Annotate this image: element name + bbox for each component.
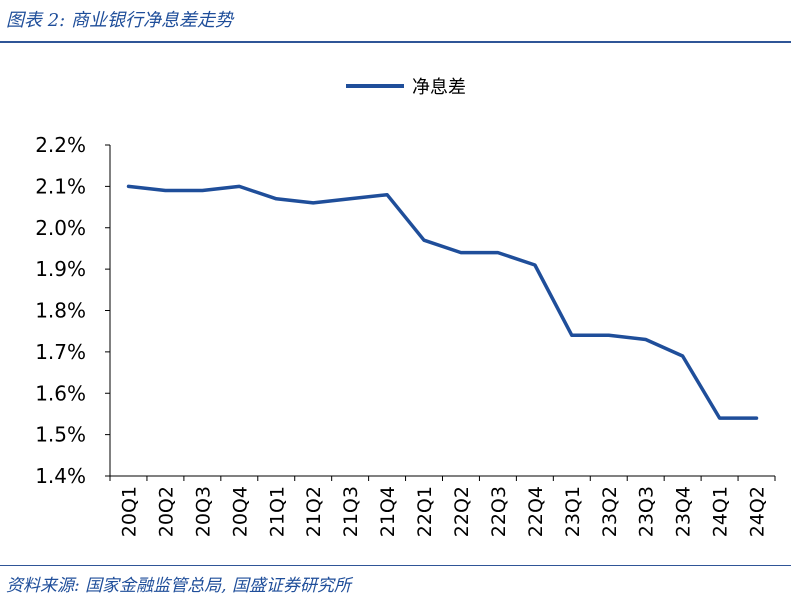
x-tick-label: 21Q2: [303, 486, 325, 537]
legend: 净息差: [346, 77, 466, 98]
x-tick-label: 23Q4: [673, 486, 695, 537]
y-tick-label: 1.4%: [35, 464, 86, 488]
x-tick-label: 22Q4: [525, 486, 547, 537]
title-divider: [0, 41, 791, 43]
figure-source: 资料来源: 国家金融监管总局, 国盛证券研究所: [6, 576, 351, 596]
x-tick-label: 22Q2: [451, 486, 473, 537]
x-tick-label: 21Q1: [266, 486, 288, 537]
y-tick-label: 1.9%: [35, 257, 86, 281]
x-tick-label: 22Q1: [414, 486, 436, 537]
legend-label: 净息差: [412, 77, 466, 98]
x-tick-label: 21Q3: [340, 486, 362, 537]
y-tick-label: 1.7%: [35, 340, 86, 364]
x-tick-label: 23Q3: [636, 486, 658, 537]
y-tick-label: 2.0%: [35, 216, 86, 240]
x-tick-label: 23Q2: [599, 486, 621, 537]
plot-area: [126, 184, 759, 420]
x-tick-label: 20Q4: [229, 486, 251, 537]
y-tick-label: 1.6%: [35, 381, 86, 405]
x-tick-label: 20Q3: [192, 486, 214, 537]
figure-title: 图表 2: 商业银行净息差走势: [6, 10, 233, 31]
y-axis: 1.4% 1.5% 1.6% 1.7% 1.8% 1.9% 2.0% 2.1% 2.2%: [35, 133, 111, 488]
series-line-0: [126, 184, 759, 420]
source-divider: [0, 565, 791, 566]
x-tick-label: 20Q2: [155, 486, 177, 537]
x-tick-label: 20Q1: [118, 486, 140, 537]
y-tick-label: 2.1%: [35, 174, 86, 198]
y-tick-label: 1.8%: [35, 299, 86, 323]
x-axis: 20Q1 20Q2 20Q3 20Q4 21Q1 21Q2 21Q3 21Q4 22Q1 22Q2…: [109, 475, 776, 537]
y-tick-label: 1.5%: [35, 423, 86, 447]
y-tick-label: 2.2%: [35, 133, 86, 157]
x-tick-label: 21Q4: [377, 486, 399, 537]
x-tick-label: 23Q1: [562, 486, 584, 537]
x-tick-label: 24Q1: [710, 486, 732, 537]
x-tick-label: 24Q2: [747, 486, 769, 537]
x-tick-label: 22Q3: [488, 486, 510, 537]
line-chart: 净息差 1.4% 1.5% 1.6% 1.7% 1.8% 1.9% 2.0% 2.1% 2.2%…: [35, 77, 776, 537]
